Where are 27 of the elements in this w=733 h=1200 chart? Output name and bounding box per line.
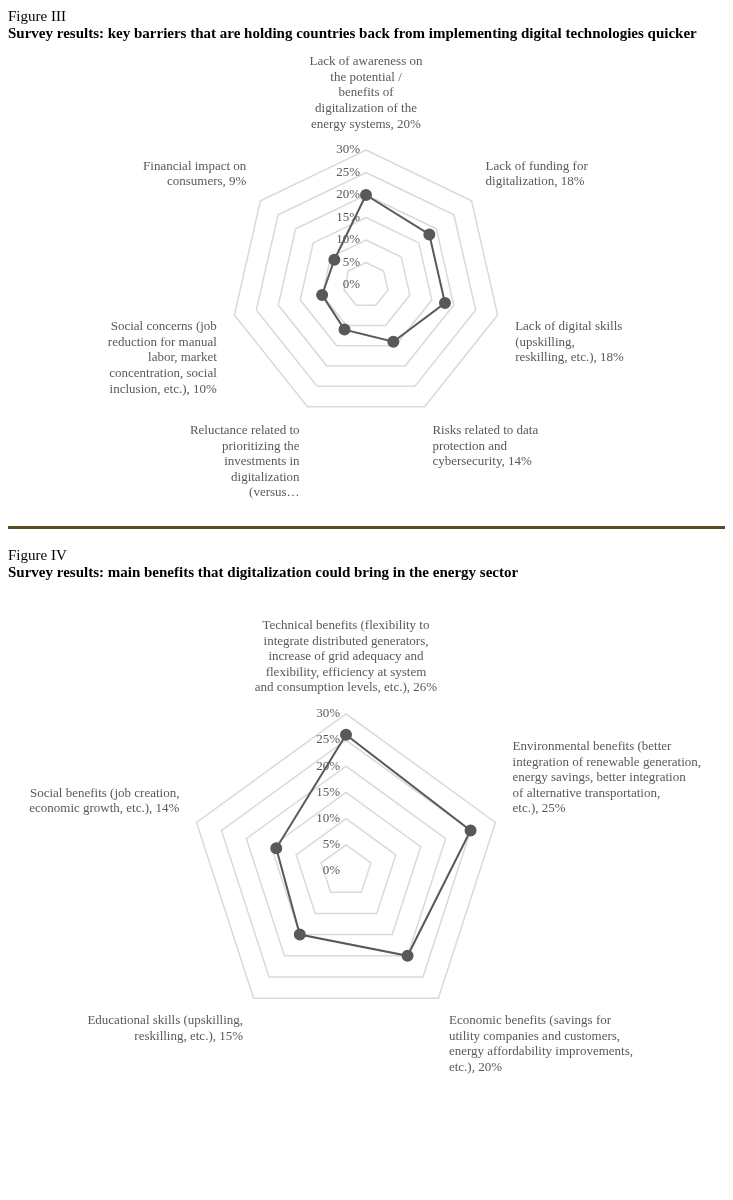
y-tick-label: 30%	[316, 705, 341, 721]
spoke-label: Risks related to data protection and cybersecurity, 14%	[432, 422, 539, 469]
y-tick-label: 0%	[322, 862, 341, 878]
y-tick-label: 25%	[316, 731, 341, 747]
spoke-label: Lack of digital skills (upskilling, reskilling, etc.), 18%	[515, 318, 624, 365]
spoke-label: Technical benefits (flexibility to integrate distributed generators, increase of grid adequacy and flexibility, efficiency at system and consumption levels, etc.), 26%	[254, 617, 438, 695]
spoke-label: Economic benefits (savings for utility companies and customers, energy affordability improvements, etc.), 20%	[448, 1011, 633, 1074]
spoke-label: Lack of awareness on the potential / benefits of digitalization of the energy systems, 20%	[309, 53, 423, 131]
spoke-label: Reluctance related to prioritizing the investments in digitalization (versus…	[189, 422, 301, 500]
spoke-label: Lack of funding for digitalization, 18%	[485, 157, 589, 189]
spoke-label: Social benefits (job creation, economic growth, etc.), 14%	[29, 784, 180, 816]
y-tick-label: 10%	[316, 810, 341, 826]
y-tick-label: 15%	[316, 783, 341, 799]
chart-subtitle: Survey results: main benefits that digitalization could bring in the energy sector	[8, 564, 520, 581]
y-tick-label: 5%	[322, 836, 341, 852]
chart-title: Figure III	[8, 8, 67, 25]
y-tick-label: 25%	[336, 163, 361, 179]
y-tick-label: 30%	[336, 141, 361, 157]
chart-title: Figure IV	[8, 547, 68, 564]
y-tick-label: 5%	[342, 253, 361, 269]
spoke-label: Financial impact on consumers, 9%	[143, 157, 247, 189]
y-tick-label: 0%	[342, 276, 361, 292]
spoke-label: Environmental benefits (better integration of renewable generation, energy savings, better integration of alternative transportation, etc.), 25%	[512, 738, 701, 816]
spoke-label: Social concerns (job reduction for manual labor, market concentration, social inclusion, etc.), 10%	[107, 318, 218, 396]
spoke-label: Educational skills (upskilling, reskilling, etc.), 15%	[87, 1011, 244, 1043]
y-tick-label: 20%	[336, 186, 361, 202]
chart-subtitle: Survey results: key barriers that are holding countries back from implementing digital technologies quicker	[8, 25, 698, 42]
